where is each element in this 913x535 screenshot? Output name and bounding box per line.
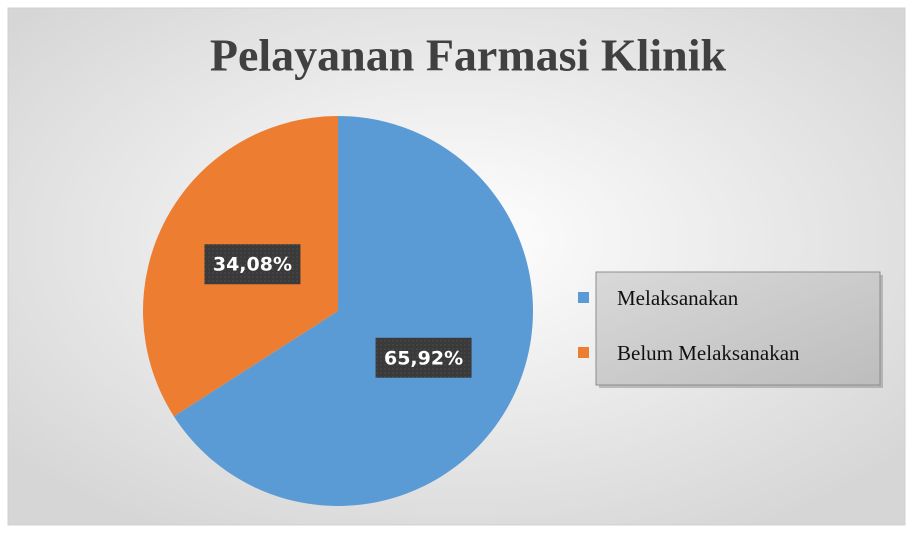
- data-label-box: [204, 244, 301, 285]
- legend: [595, 271, 881, 386]
- legend-label: Belum Melaksanakan: [617, 341, 800, 365]
- chart-title: Pelayanan Farmasi Klinik: [210, 30, 727, 81]
- legend-swatch: [578, 347, 589, 358]
- pie-slice: [173, 116, 533, 506]
- legend-swatch: [578, 292, 589, 303]
- data-label-box: [375, 337, 472, 378]
- data-label: 34,08%: [213, 254, 292, 276]
- legend-label: Melaksanakan: [617, 286, 739, 310]
- data-label: 65,92%: [384, 347, 463, 369]
